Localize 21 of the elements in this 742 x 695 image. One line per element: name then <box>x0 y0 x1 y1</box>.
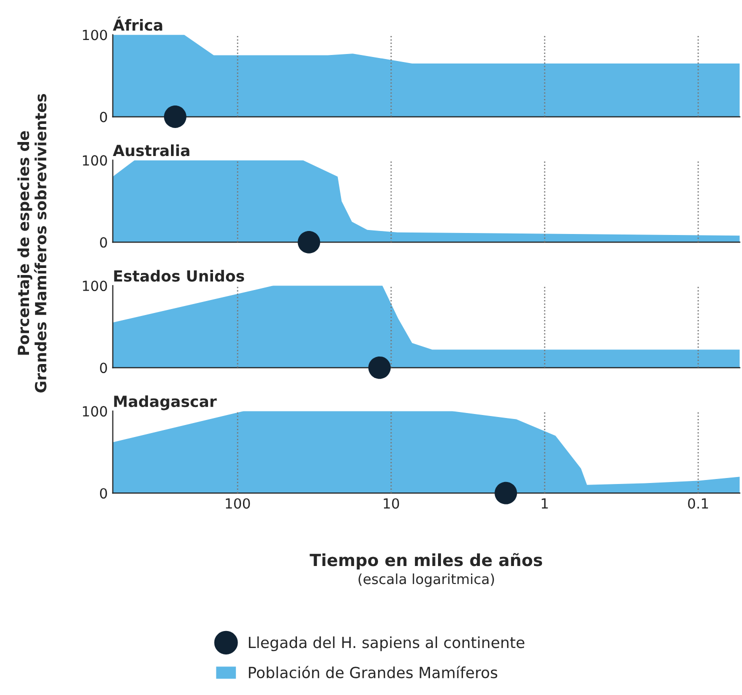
y-tick-label: 100 <box>82 155 107 166</box>
x-tick-label: 10 <box>384 498 400 509</box>
y-tick-label: 100 <box>82 406 107 417</box>
text: (escala logaritmica) <box>358 573 494 587</box>
y-tick-label: 100 <box>82 280 107 292</box>
y-axis-title: Porcentaje de especies de Grandes Mamíferos sobrevivientes <box>17 94 46 392</box>
x-axis-title: Tiempo en miles de años <box>310 553 542 570</box>
chart-title: Madagascar <box>114 395 217 410</box>
x-tick-label: 1 <box>542 498 548 509</box>
y-tick-label: 0 <box>100 488 107 499</box>
chart-title: Australia <box>112 144 190 156</box>
y-tick-label: 0 <box>100 112 107 122</box>
y-tick-label: 0 <box>100 237 107 248</box>
chart-title: Estados Unidos <box>114 270 244 282</box>
legend-label: Población de Grandes Mamíferos <box>248 666 498 678</box>
x-tick-label: 100 <box>226 498 250 509</box>
y-tick-label: 100 <box>82 30 107 40</box>
y-tick-label: 0 <box>100 362 107 374</box>
x-tick-label: 0.1 <box>688 498 708 509</box>
chart-title: África <box>112 16 162 31</box>
legend-label: Llegada del H. sapiens al continente <box>248 636 524 652</box>
